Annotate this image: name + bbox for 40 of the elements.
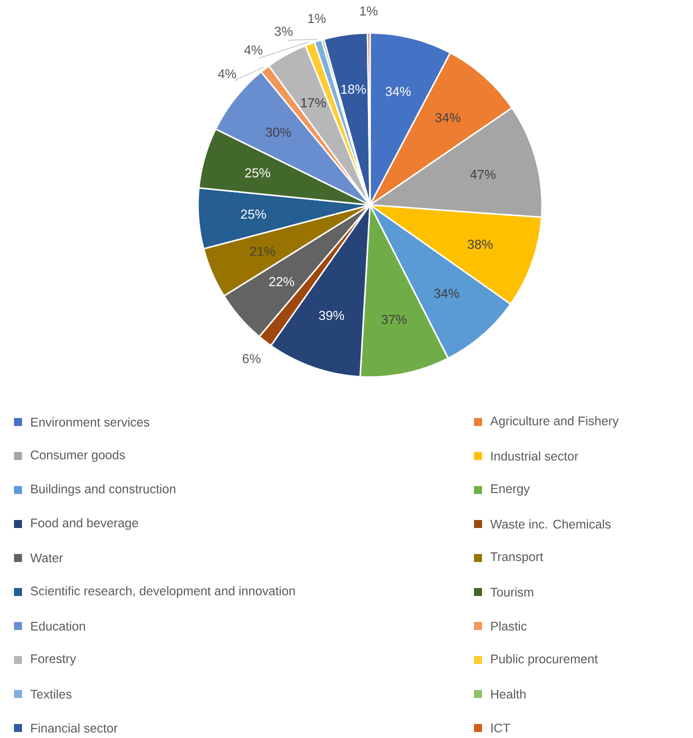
- legend-label: Buildings and construction: [31, 484, 176, 496]
- data-label: 25%: [245, 168, 270, 178]
- data-label: 1%: [308, 14, 326, 24]
- data-label: 47%: [470, 170, 496, 180]
- legend-label: Environment services: [31, 417, 150, 427]
- legend-label: ICT: [491, 724, 510, 732]
- legend-label: Scientific research, development and innovation: [30, 586, 295, 598]
- data-label: 22%: [269, 277, 294, 286]
- legend-label: Industrial sector: [491, 451, 578, 461]
- legend-label: Consumer goods: [30, 450, 125, 462]
- data-label: 34%: [434, 288, 460, 298]
- data-label: 17%: [301, 98, 326, 108]
- data-label: 21%: [250, 246, 276, 256]
- legend-label: Water: [30, 554, 63, 562]
- data-label: 34%: [435, 113, 460, 122]
- legend-label: Agriculture and Fishery: [490, 416, 619, 428]
- legend-label: Health: [491, 689, 526, 699]
- legend-label: Education: [31, 621, 85, 631]
- data-label: 30%: [266, 128, 291, 137]
- legend-label: Food and beverage: [31, 518, 138, 530]
- data-label: 34%: [386, 86, 411, 96]
- legend-label: Financial sector: [31, 723, 118, 733]
- legend-label: Plastic: [491, 621, 527, 631]
- data-label: 4%: [244, 45, 262, 55]
- data-label: 4%: [218, 69, 236, 78]
- legend-label: Waste inc. Chemicals: [490, 519, 611, 529]
- data-label: 38%: [468, 240, 493, 249]
- legend-label: Energy: [491, 484, 530, 496]
- legend-label: Public procurement: [491, 654, 598, 666]
- data-label: 39%: [318, 310, 344, 320]
- data-label: 37%: [382, 314, 407, 324]
- data-label: 25%: [241, 210, 266, 219]
- data-label: 6%: [242, 354, 260, 364]
- legend-label: Forestry: [31, 654, 76, 666]
- legend-label: Transport: [490, 552, 544, 564]
- legend-label: Textiles: [30, 689, 72, 699]
- legend-label: Tourism: [490, 587, 534, 597]
- data-label: 1%: [360, 6, 378, 16]
- data-label: 18%: [341, 84, 366, 94]
- data-label: 3%: [274, 26, 293, 36]
